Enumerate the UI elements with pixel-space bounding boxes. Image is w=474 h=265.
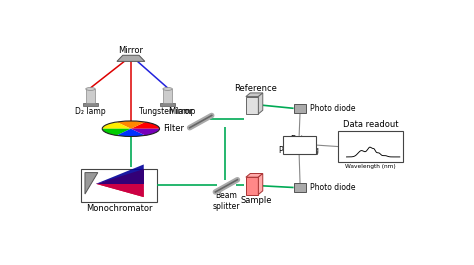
Polygon shape [258, 93, 263, 114]
Polygon shape [246, 174, 263, 177]
Polygon shape [96, 181, 144, 189]
Bar [83, 103, 98, 106]
Polygon shape [117, 55, 145, 61]
Polygon shape [96, 169, 144, 184]
Bar [293, 104, 307, 113]
Bar [160, 103, 175, 106]
Text: D₂ lamp: D₂ lamp [75, 107, 106, 116]
Wedge shape [102, 122, 131, 129]
Text: Tungsten lamp: Tungsten lamp [139, 107, 196, 116]
Text: Filter: Filter [163, 124, 183, 133]
Text: Sample: Sample [240, 196, 272, 205]
Text: Monochromator: Monochromator [86, 204, 152, 213]
Polygon shape [258, 174, 263, 195]
Bar [86, 89, 95, 103]
Polygon shape [85, 173, 98, 194]
Wedge shape [117, 129, 145, 136]
Ellipse shape [86, 87, 95, 90]
Polygon shape [246, 93, 263, 96]
Polygon shape [96, 164, 144, 184]
Polygon shape [96, 173, 144, 184]
Bar [293, 183, 307, 192]
Text: Beam
splitter: Beam splitter [213, 191, 240, 211]
Bar [283, 136, 316, 154]
Bar [82, 169, 156, 202]
Text: Mirror: Mirror [168, 107, 193, 116]
Text: Absorbance: Absorbance [339, 131, 344, 162]
Wedge shape [102, 129, 131, 135]
Text: Wavelength (nm): Wavelength (nm) [345, 164, 396, 169]
Bar [246, 177, 258, 195]
Text: Data
Processing: Data Processing [279, 135, 319, 155]
Polygon shape [96, 184, 144, 197]
Bar [246, 96, 258, 114]
Text: Photo diode: Photo diode [310, 183, 356, 192]
Wedge shape [131, 129, 160, 135]
Bar [338, 131, 403, 162]
Ellipse shape [163, 87, 173, 90]
Text: Reference: Reference [234, 84, 277, 93]
Wedge shape [117, 121, 145, 129]
Wedge shape [131, 122, 160, 129]
Bar [163, 89, 173, 103]
Text: Photo diode: Photo diode [310, 104, 356, 113]
Text: Mirror: Mirror [118, 46, 143, 55]
Polygon shape [96, 184, 144, 197]
Text: Data readout: Data readout [343, 120, 398, 129]
